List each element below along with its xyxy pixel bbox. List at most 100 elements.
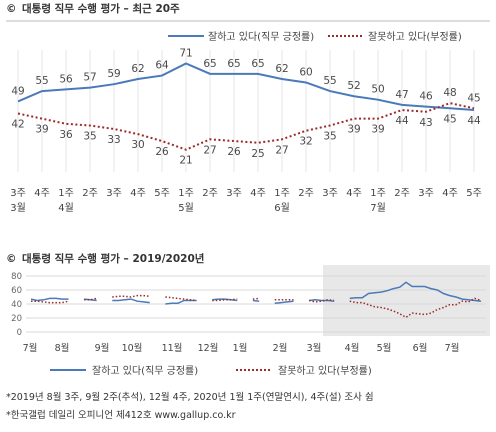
chart1-approve-value-label: 52 (347, 80, 360, 92)
chart1-approve-line (17, 62, 475, 112)
chart1-approve-value-label: 71 (179, 48, 192, 60)
chart1-disapprove-value-label: 21 (179, 155, 192, 167)
chart1-disapprove-value-label: 26 (227, 146, 241, 158)
chart2-approve-line-segment (349, 281, 482, 302)
chart1-x-tick-label: 4주 (130, 188, 146, 199)
chart2-x-tick-label: 7월 (445, 342, 460, 354)
chart2-disapprove-line-segment (349, 297, 482, 319)
chart2-approve-line-segment (30, 297, 69, 302)
chart1-approve-value-label: 64 (155, 60, 169, 72)
chart2-disapprove-line-segment (252, 297, 260, 300)
chart1-approve-value-label: 60 (299, 66, 312, 78)
chart2-x-tick-label: 10월 (122, 342, 143, 354)
chart1-title-icon: © (6, 3, 17, 15)
chart2-disapprove-line-segment (308, 299, 335, 303)
chart2-disapprove-line-segment (212, 298, 238, 302)
chart1-disapprove-value-label: 32 (299, 136, 312, 148)
chart2-title-icon: © (6, 253, 17, 265)
chart1-disapprove-value-label: 35 (323, 131, 336, 143)
chart1-x-tick-label: 2주 (298, 188, 314, 199)
chart2-x-tick-label: 1월 (233, 342, 248, 354)
chart1-title: 대통령 직무 수행 평가 – 최근 20주 (22, 2, 180, 15)
chart1-disapprove-value-label: 43 (419, 117, 432, 129)
chart1-disapprove-value-label: 25 (251, 148, 264, 160)
footnote-source: *한국갤럽 데일리 오피니언 제412호 www.gallup.co.kr (6, 409, 236, 421)
chart1-x-tick-label: 4주 (34, 188, 50, 199)
chart1-approve-value-label: 62 (131, 63, 144, 75)
chart1-x-tick-label: 6월 (274, 202, 290, 214)
chart1-x-tick-label: 7월 (370, 202, 386, 214)
chart1-approve-value-label: 59 (107, 68, 120, 80)
chart2-x-tick-label: 11월 (162, 342, 183, 354)
chart1-x-tick-label: 4주 (250, 188, 266, 199)
chart2-x-tick-label: 2월 (273, 342, 288, 354)
chart1-x-tick-label: 4주 (442, 188, 458, 199)
chart2-x-tick-label: 8월 (55, 342, 70, 354)
chart2-y-tick-label: 20 (11, 314, 22, 324)
footnote-survey-skip: *2019년 8월 3주, 9월 2주(추석), 12월 4주, 2020년 1… (6, 391, 374, 403)
chart1-x-tick-label: 2주 (394, 188, 410, 199)
chart1-disapprove-value-label: 27 (275, 144, 288, 156)
chart2-approve-line-segment (165, 299, 197, 305)
chart1-x-ticks: 3주 3월 4주 1주 4월 2주 3주 4주 5주 1주 5월 2주 3주 4주 1주 6월 2주 3주 4주 1주… (10, 188, 482, 214)
chart1-approve-value-label: 62 (275, 63, 288, 75)
chart2-approve-line-segment (112, 298, 150, 304)
chart2-x-tick-label: 7월 (23, 342, 38, 354)
chart2-disapprove-line-segment (31, 300, 69, 304)
chart1-x-tick-label: 5월 (178, 202, 194, 214)
chart1-disapprove-value-label: 48 (443, 87, 456, 99)
chart1-x-tick-label: 2주 (82, 188, 98, 199)
chart2-y-tick-label: 60 (11, 286, 22, 296)
chart1-x-tick-label: 1주 (178, 188, 194, 199)
chart1-data-labels: 49 42 55 39 56 36 57 35 59 33 62 30 64 26 71 21 65 27 65 26… (11, 48, 481, 167)
chart1-x-tick-label: 5주 (466, 188, 482, 199)
chart1-x-tick-label: 3주 (418, 188, 434, 199)
chart2-approve-line-segment (84, 298, 97, 302)
chart1-x-tick-label: 3주 (10, 188, 26, 199)
chart1-x-tick-label: 3월 (10, 202, 26, 214)
chart1-approve-value-label: 56 (59, 73, 73, 85)
chart1-approve-value-label: 65 (227, 58, 240, 70)
chart2-y-tick-label: 40 (11, 300, 22, 310)
chart1-x-tick-label: 4주 (346, 188, 362, 199)
chart1-approve-value-label: 65 (251, 58, 264, 70)
chart1-approve-value-label: 57 (83, 72, 96, 84)
chart1-disapprove-value-label: 33 (107, 134, 120, 146)
chart1-disapprove-line (17, 102, 475, 151)
chart1-approve-value-label: 44 (467, 115, 481, 127)
chart1-x-tick-label: 4월 (58, 202, 74, 214)
chart2-grid: 0 20 40 60 80 (11, 272, 486, 338)
chart1-approve-value-label: 65 (203, 58, 216, 70)
chart2-title: 대통령 직무 수행 평가 – 2019/2020년 (22, 252, 204, 265)
chart1-disapprove-value-label: 39 (347, 124, 360, 136)
chart1-x-tick-label: 1주 (58, 188, 74, 199)
chart1-x-tick-label: 2주 (202, 188, 218, 199)
chart1-lines (17, 62, 475, 151)
chart2-lines (30, 281, 482, 319)
chart1-disapprove-value-label: 35 (83, 131, 96, 143)
chart2-approve-line-segment (274, 300, 294, 305)
chart2-legend-disapprove-label: 잘못하고 있다(부정률) (278, 364, 372, 377)
chart1-approve-value-label: 45 (443, 113, 456, 125)
chart1-x-tick-label: 1주 (274, 188, 290, 199)
chart2-legend-approve-label: 잘하고 있다(직무 긍정률) (92, 364, 198, 377)
chart2-y-tick-label: 80 (11, 272, 22, 282)
chart1-disapprove-value-label: 42 (11, 118, 24, 130)
chart1-disapprove-value-label: 44 (395, 115, 409, 127)
chart1-disapprove-value-label: 39 (35, 124, 48, 136)
chart2-x-tick-label: 5월 (377, 342, 392, 354)
chart1-legend: 잘하고 있다(직무 긍정률) 잘못하고 있다(부정률) (168, 30, 462, 43)
chart2-x-tick-label: 12월 (198, 342, 219, 354)
chart2-x-ticks: 7월 8월 9월 10월 11월 12월 1월 2월 3월 4월 5월 6월 7월 (23, 342, 460, 354)
chart1-approve-value-label: 55 (35, 75, 48, 87)
chart2-x-tick-label: 6월 (413, 342, 428, 354)
chart1-grid (17, 50, 475, 172)
chart1-approve-value-label: 46 (419, 91, 433, 103)
chart1-disapprove-value-label: 39 (371, 124, 384, 136)
chart1-legend-disapprove-label: 잘못하고 있다(부정률) (368, 30, 462, 43)
chart2-x-tick-label: 3월 (307, 342, 322, 354)
chart1-x-tick-label: 3주 (322, 188, 338, 199)
chart1-disapprove-value-label: 36 (59, 129, 73, 141)
